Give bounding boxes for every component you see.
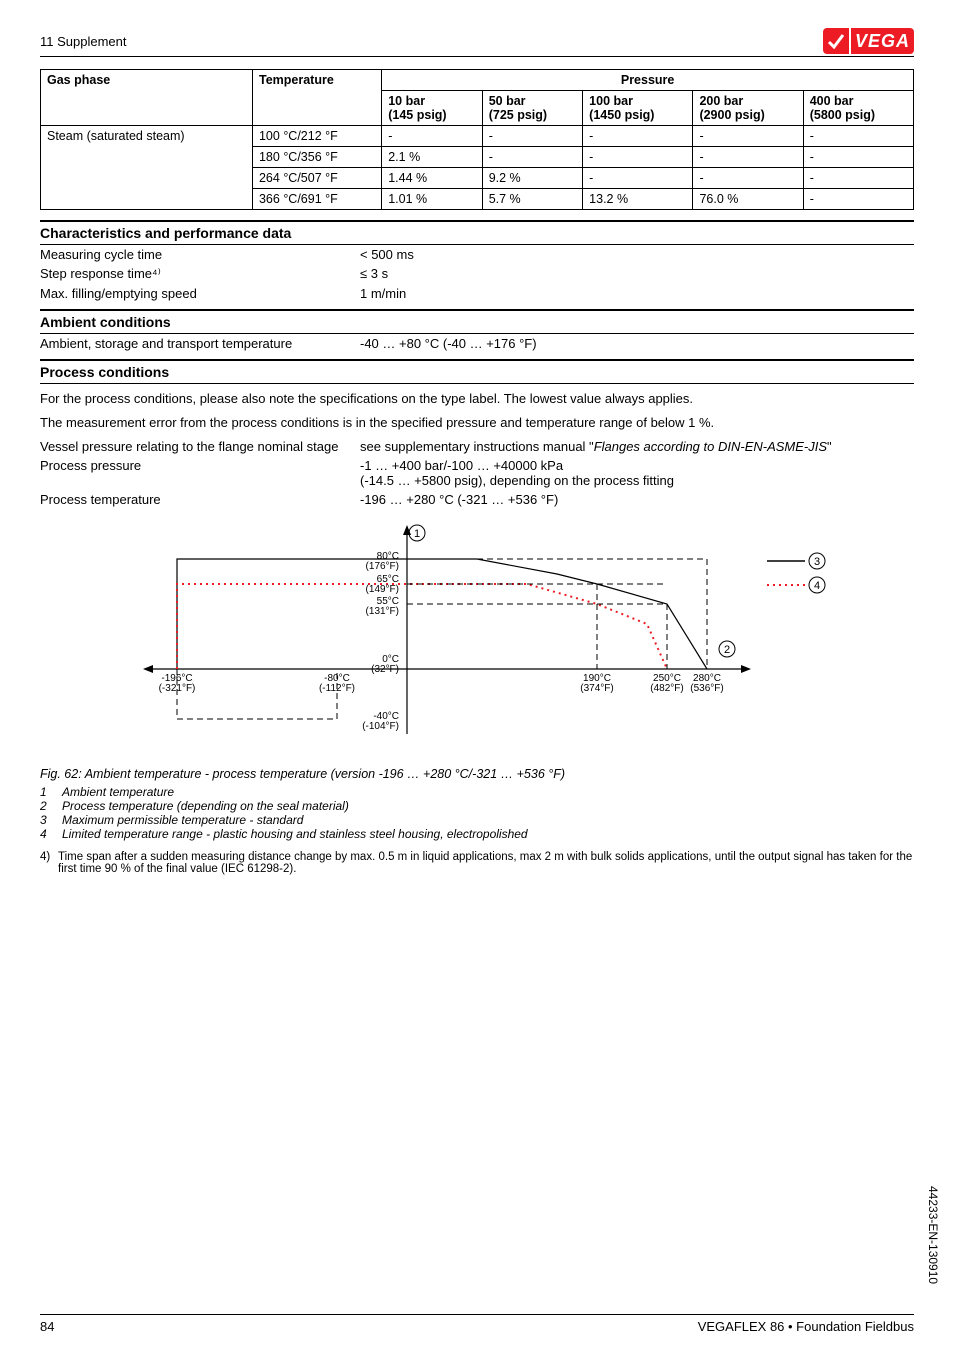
x-tick: -80°C(-112°F) [319,673,355,694]
y-tick: 80°C(176°F) [366,551,399,572]
figure-caption: Fig. 62: Ambient temperature - process t… [40,767,914,781]
page-number: 84 [40,1319,54,1334]
x-tick: 280°C(536°F) [690,673,723,694]
section-ambient: Ambient conditions [40,309,914,334]
col-gas-phase: Gas phase [41,70,253,126]
kv-val: < 500 ms [360,247,914,262]
y-tick: 55°C(131°F) [366,596,399,617]
x-tick: 250°C(482°F) [650,673,683,694]
y-tick: 0°C(32°F) [371,654,399,675]
col-200bar: 200 bar (2900 psig) [693,91,803,126]
kv-val: -40 … +80 °C (-40 … +176 °F) [360,336,914,351]
document-code: 44233-EN-130910 [926,1186,940,1284]
kv-val: 1 m/min [360,286,914,301]
pressure-table: Gas phase Temperature Pressure 10 bar (1… [40,69,914,210]
x-tick: 190°C(374°F) [580,673,613,694]
kv-key: Process temperature [40,492,360,507]
section-characteristics: Characteristics and performance data [40,220,914,245]
kv-key: Process pressure [40,458,360,488]
col-50bar: 50 bar (725 psig) [482,91,582,126]
logo-checkmark-icon [827,32,845,50]
kv-val: -196 … +280 °C (-321 … +536 °F) [360,492,914,507]
kv-key: Ambient, storage and transport temperatu… [40,336,360,351]
brand-logo: VEGA [823,28,914,54]
process-para: The measurement error from the process c… [40,414,914,432]
kv-key: Max. filling/emptying speed [40,286,360,301]
kv-key: Measuring cycle time [40,247,360,262]
figure-legend: 1Ambient temperature 2Process temperatur… [40,785,914,841]
process-para: For the process conditions, please also … [40,390,914,408]
kv-val: ≤ 3 s [360,266,914,282]
kv-key: Step response time⁴⁾ [40,266,360,282]
table-row: Steam (saturated steam) 100 °C/212 °F - … [41,126,914,147]
col-temperature: Temperature [252,70,381,126]
y-tick: 65°C(149°F) [366,574,399,595]
y-tick: -40°C(-104°F) [362,711,399,732]
col-pressure: Pressure [382,70,914,91]
callout-2: 2 [724,644,730,656]
section-process: Process conditions [40,359,914,384]
kv-key: Vessel pressure relating to the flange n… [40,439,360,454]
product-name: VEGAFLEX 86 • Foundation Fieldbus [698,1319,914,1334]
callout-1: 1 [414,528,420,540]
temperature-chart: 80°C(176°F) 65°C(149°F) 55°C(131°F) 0°C(… [107,519,847,759]
callout-4: 4 [814,580,820,592]
col-100bar: 100 bar (1450 psig) [583,91,693,126]
col-10bar: 10 bar (145 psig) [382,91,482,126]
section-header: 11 Supplement [40,34,127,49]
kv-val: -1 … +400 bar/-100 … +40000 kPa (-14.5 …… [360,458,914,488]
footnote: 4) Time span after a sudden measuring di… [40,851,914,875]
row-group-label: Steam (saturated steam) [41,126,253,210]
callout-3: 3 [814,556,820,568]
col-400bar: 400 bar (5800 psig) [803,91,913,126]
x-tick: -196°C(-321°F) [159,673,196,694]
kv-val: see supplementary instructions manual "F… [360,439,914,454]
